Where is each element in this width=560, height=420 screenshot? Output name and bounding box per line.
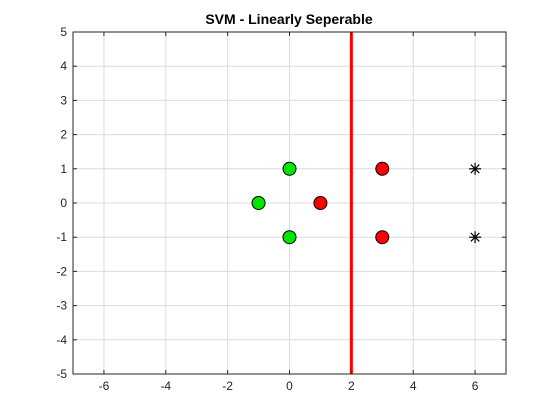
x-tick-label: -6 <box>99 379 110 393</box>
y-tick-label: -5 <box>56 367 67 381</box>
star-marker-stroke <box>470 232 480 242</box>
x-tick-label: 0 <box>286 379 293 393</box>
data-point-series-1 <box>313 196 328 210</box>
star-marker <box>469 231 482 244</box>
chart-title: SVM - Linearly Seperable <box>205 11 372 27</box>
x-tick-label: 2 <box>348 379 355 393</box>
x-tick-label: -4 <box>160 379 171 393</box>
data-point-series-1 <box>375 161 390 176</box>
y-tick-label: 5 <box>60 25 67 39</box>
star-marker <box>469 162 482 175</box>
data-point-series-0 <box>282 230 297 245</box>
data-points <box>251 161 482 245</box>
y-tick-label: -3 <box>56 299 67 313</box>
y-tick-label: -1 <box>56 230 67 244</box>
y-tick-label: -2 <box>56 264 67 278</box>
y-tick-label: 1 <box>60 162 67 176</box>
y-tick-label: -4 <box>56 333 67 347</box>
x-tick-label: 4 <box>410 379 417 393</box>
y-tick-label: 3 <box>60 93 67 107</box>
y-tick-label: 4 <box>60 59 67 73</box>
data-point-series-0 <box>282 161 297 176</box>
axes: -6 -4 -2 0 2 4 6 -5 -4 -3 -2 -1 0 1 2 3 4 5 <box>56 25 506 393</box>
data-point-series-1 <box>375 230 390 245</box>
data-point-series-0 <box>251 196 266 210</box>
y-tick-label: 0 <box>60 196 67 210</box>
y-tick-label: 2 <box>60 128 67 142</box>
x-tick-label: -2 <box>222 379 233 393</box>
star-marker-stroke <box>470 164 480 174</box>
x-tick-label: 6 <box>472 379 479 393</box>
